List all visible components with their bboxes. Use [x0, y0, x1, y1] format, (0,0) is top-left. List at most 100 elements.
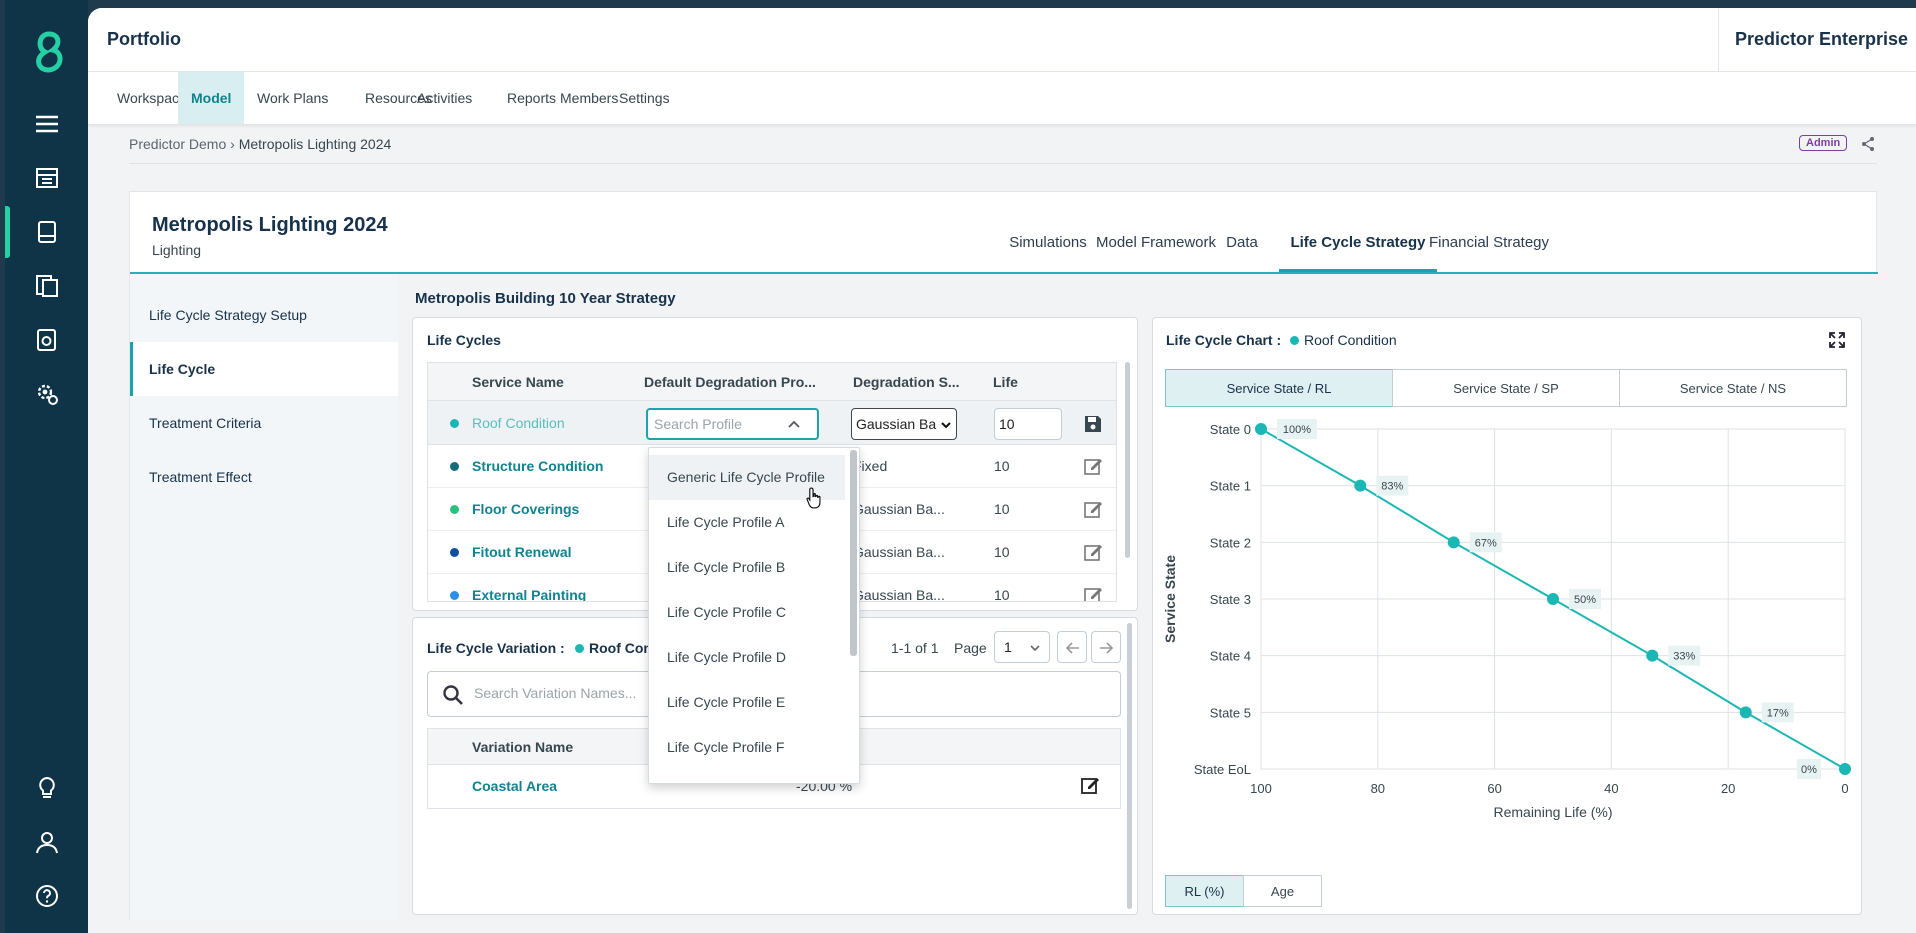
tab-life-cycle-strategy[interactable]: Life Cycle Strategy	[1279, 234, 1437, 272]
tab-financial-strategy[interactable]: Financial Strategy	[1428, 234, 1550, 251]
life-value: 10	[994, 544, 1010, 560]
x-tick-label: 80	[1371, 781, 1385, 796]
settings-gear-icon[interactable]	[31, 378, 63, 410]
tab-data[interactable]: Data	[1226, 234, 1258, 251]
service-name[interactable]: Structure Condition	[472, 458, 604, 474]
dropdown-option[interactable]: Life Cycle Profile E	[667, 694, 786, 710]
breadcrumb-separator: ›	[230, 136, 235, 152]
edit-icon[interactable]	[1083, 456, 1103, 476]
edit-icon[interactable]	[1083, 585, 1103, 602]
nav-resources[interactable]: Resources	[365, 90, 432, 106]
hand-cursor-icon	[806, 487, 821, 509]
life-input[interactable]: 10	[994, 408, 1062, 440]
prev-page-button[interactable]	[1057, 631, 1087, 663]
dropdown-option[interactable]: Life Cycle Profile C	[667, 604, 787, 620]
dropdown-scrollbar[interactable]	[850, 450, 857, 656]
variation-service: Roof Con	[589, 640, 652, 656]
next-page-button[interactable]	[1091, 631, 1121, 663]
data-point[interactable]	[1839, 763, 1851, 775]
edit-icon[interactable]	[1083, 499, 1103, 519]
variation-service-dot	[575, 644, 584, 653]
nav-work-plans[interactable]: Work Plans	[257, 90, 329, 106]
share-icon[interactable]	[1860, 136, 1876, 152]
lightbulb-icon[interactable]	[31, 772, 63, 804]
life-cycles-scrollbar[interactable]	[1125, 362, 1130, 558]
degradation-shape: Gaussian Ba...	[853, 501, 945, 517]
nav-members[interactable]: Members	[560, 90, 619, 106]
service-name[interactable]: Floor Coverings	[472, 501, 580, 517]
store-icon[interactable]	[31, 162, 63, 194]
service-name[interactable]: External Painting	[472, 587, 587, 602]
status-dot	[450, 419, 459, 428]
sidebar-item-treatment-effect[interactable]: Treatment Effect	[149, 469, 252, 485]
axis-toggle-button[interactable]: Age	[1243, 875, 1322, 907]
nav-activities[interactable]: Activities	[417, 90, 473, 106]
axis-toggle-button[interactable]: RL (%)	[1165, 875, 1244, 907]
x-tick-label: 0	[1841, 781, 1848, 796]
dropdown-option[interactable]: Generic Life Cycle Profile	[649, 455, 845, 500]
book-icon[interactable]	[31, 216, 63, 248]
y-tick-label: State 0	[1210, 422, 1251, 437]
strategy-content: Metropolis Building 10 Year Strategy Lif…	[398, 274, 1878, 920]
dropdown-option[interactable]: Life Cycle Profile A	[667, 514, 785, 530]
user-icon[interactable]	[31, 826, 63, 858]
app-title: Portfolio	[107, 29, 181, 49]
chevron-up-icon[interactable]	[787, 419, 801, 429]
nav-reports[interactable]: Reports	[507, 90, 557, 106]
data-point[interactable]	[1739, 706, 1752, 719]
breadcrumb-parent[interactable]: Predictor Demo	[129, 136, 227, 152]
documents-icon[interactable]	[31, 270, 63, 302]
data-point[interactable]	[1646, 649, 1659, 662]
strategy-title: Metropolis Building 10 Year Strategy	[415, 290, 676, 307]
data-label-bg	[1376, 475, 1409, 496]
x-axis-label: Remaining Life (%)	[1493, 804, 1612, 820]
data-point[interactable]	[1255, 423, 1267, 435]
data-point[interactable]	[1447, 536, 1460, 549]
data-label: 83%	[1381, 481, 1403, 493]
sidebar-item-life-cycle-strategy-setup[interactable]: Life Cycle Strategy Setup	[149, 307, 307, 323]
data-label-bg	[1469, 532, 1502, 553]
data-point[interactable]	[1354, 479, 1367, 492]
help-icon[interactable]	[31, 880, 63, 912]
edit-icon[interactable]	[1080, 775, 1100, 795]
main-nav: Workspaces Model Work Plans Resources Activi…	[88, 72, 1916, 124]
tab-simulations[interactable]: Simulations	[1009, 234, 1087, 251]
sidebar-item-life-cycle[interactable]: Life Cycle	[130, 342, 398, 396]
tab-model-framework[interactable]: Model Framework	[1095, 234, 1217, 251]
report-search-icon[interactable]	[31, 324, 63, 356]
menu-icon[interactable]	[31, 108, 63, 140]
sidebar-item-treatment-criteria[interactable]: Treatment Criteria	[149, 415, 262, 431]
data-label-bg	[1277, 419, 1317, 439]
page-select[interactable]: 1	[994, 631, 1050, 663]
nav-model[interactable]: Model	[178, 72, 245, 124]
chart-mode-button[interactable]: Service State / NS	[1619, 369, 1847, 407]
main-area: Portfolio Predictor Enterprise Workspace…	[88, 8, 1916, 933]
service-name-roof[interactable]: Roof Condition	[472, 415, 565, 431]
fullscreen-icon[interactable]	[1829, 332, 1845, 348]
degradation-shape-select[interactable]: Gaussian Ba	[851, 408, 957, 440]
data-label-bg	[1797, 759, 1821, 779]
chart-panel: Life Cycle Chart : Roof Condition Servic…	[1152, 317, 1862, 915]
page-subtitle: Lighting	[152, 242, 202, 258]
edit-icon[interactable]	[1083, 542, 1103, 562]
data-point[interactable]	[1547, 593, 1559, 605]
variation-scrollbar[interactable]	[1127, 623, 1132, 909]
variation-name-coastal[interactable]: Coastal Area	[472, 778, 558, 794]
nav-workspaces[interactable]: Workspaces	[117, 90, 194, 106]
rail-active-indicator	[5, 206, 10, 258]
dropdown-option[interactable]: Life Cycle Profile D	[667, 649, 787, 665]
chart-service: Roof Condition	[1304, 332, 1397, 348]
left-rail	[5, 0, 88, 933]
chart-mode-button[interactable]: Service State / RL	[1165, 369, 1393, 407]
dropdown-option[interactable]: Life Cycle Profile B	[667, 559, 786, 575]
chart-panel-title: Life Cycle Chart :	[1166, 332, 1282, 348]
profile-search-input[interactable]: Search Profile	[646, 408, 819, 440]
dropdown-option[interactable]: Life Cycle Profile F	[667, 739, 785, 755]
chart-mode-button[interactable]: Service State / SP	[1392, 369, 1620, 407]
brand-logo-icon[interactable]	[29, 30, 69, 78]
col-variation-name: Variation Name	[472, 739, 574, 755]
service-name[interactable]: Fitout Renewal	[472, 544, 572, 560]
save-icon[interactable]	[1083, 414, 1103, 434]
nav-settings[interactable]: Settings	[619, 90, 670, 106]
